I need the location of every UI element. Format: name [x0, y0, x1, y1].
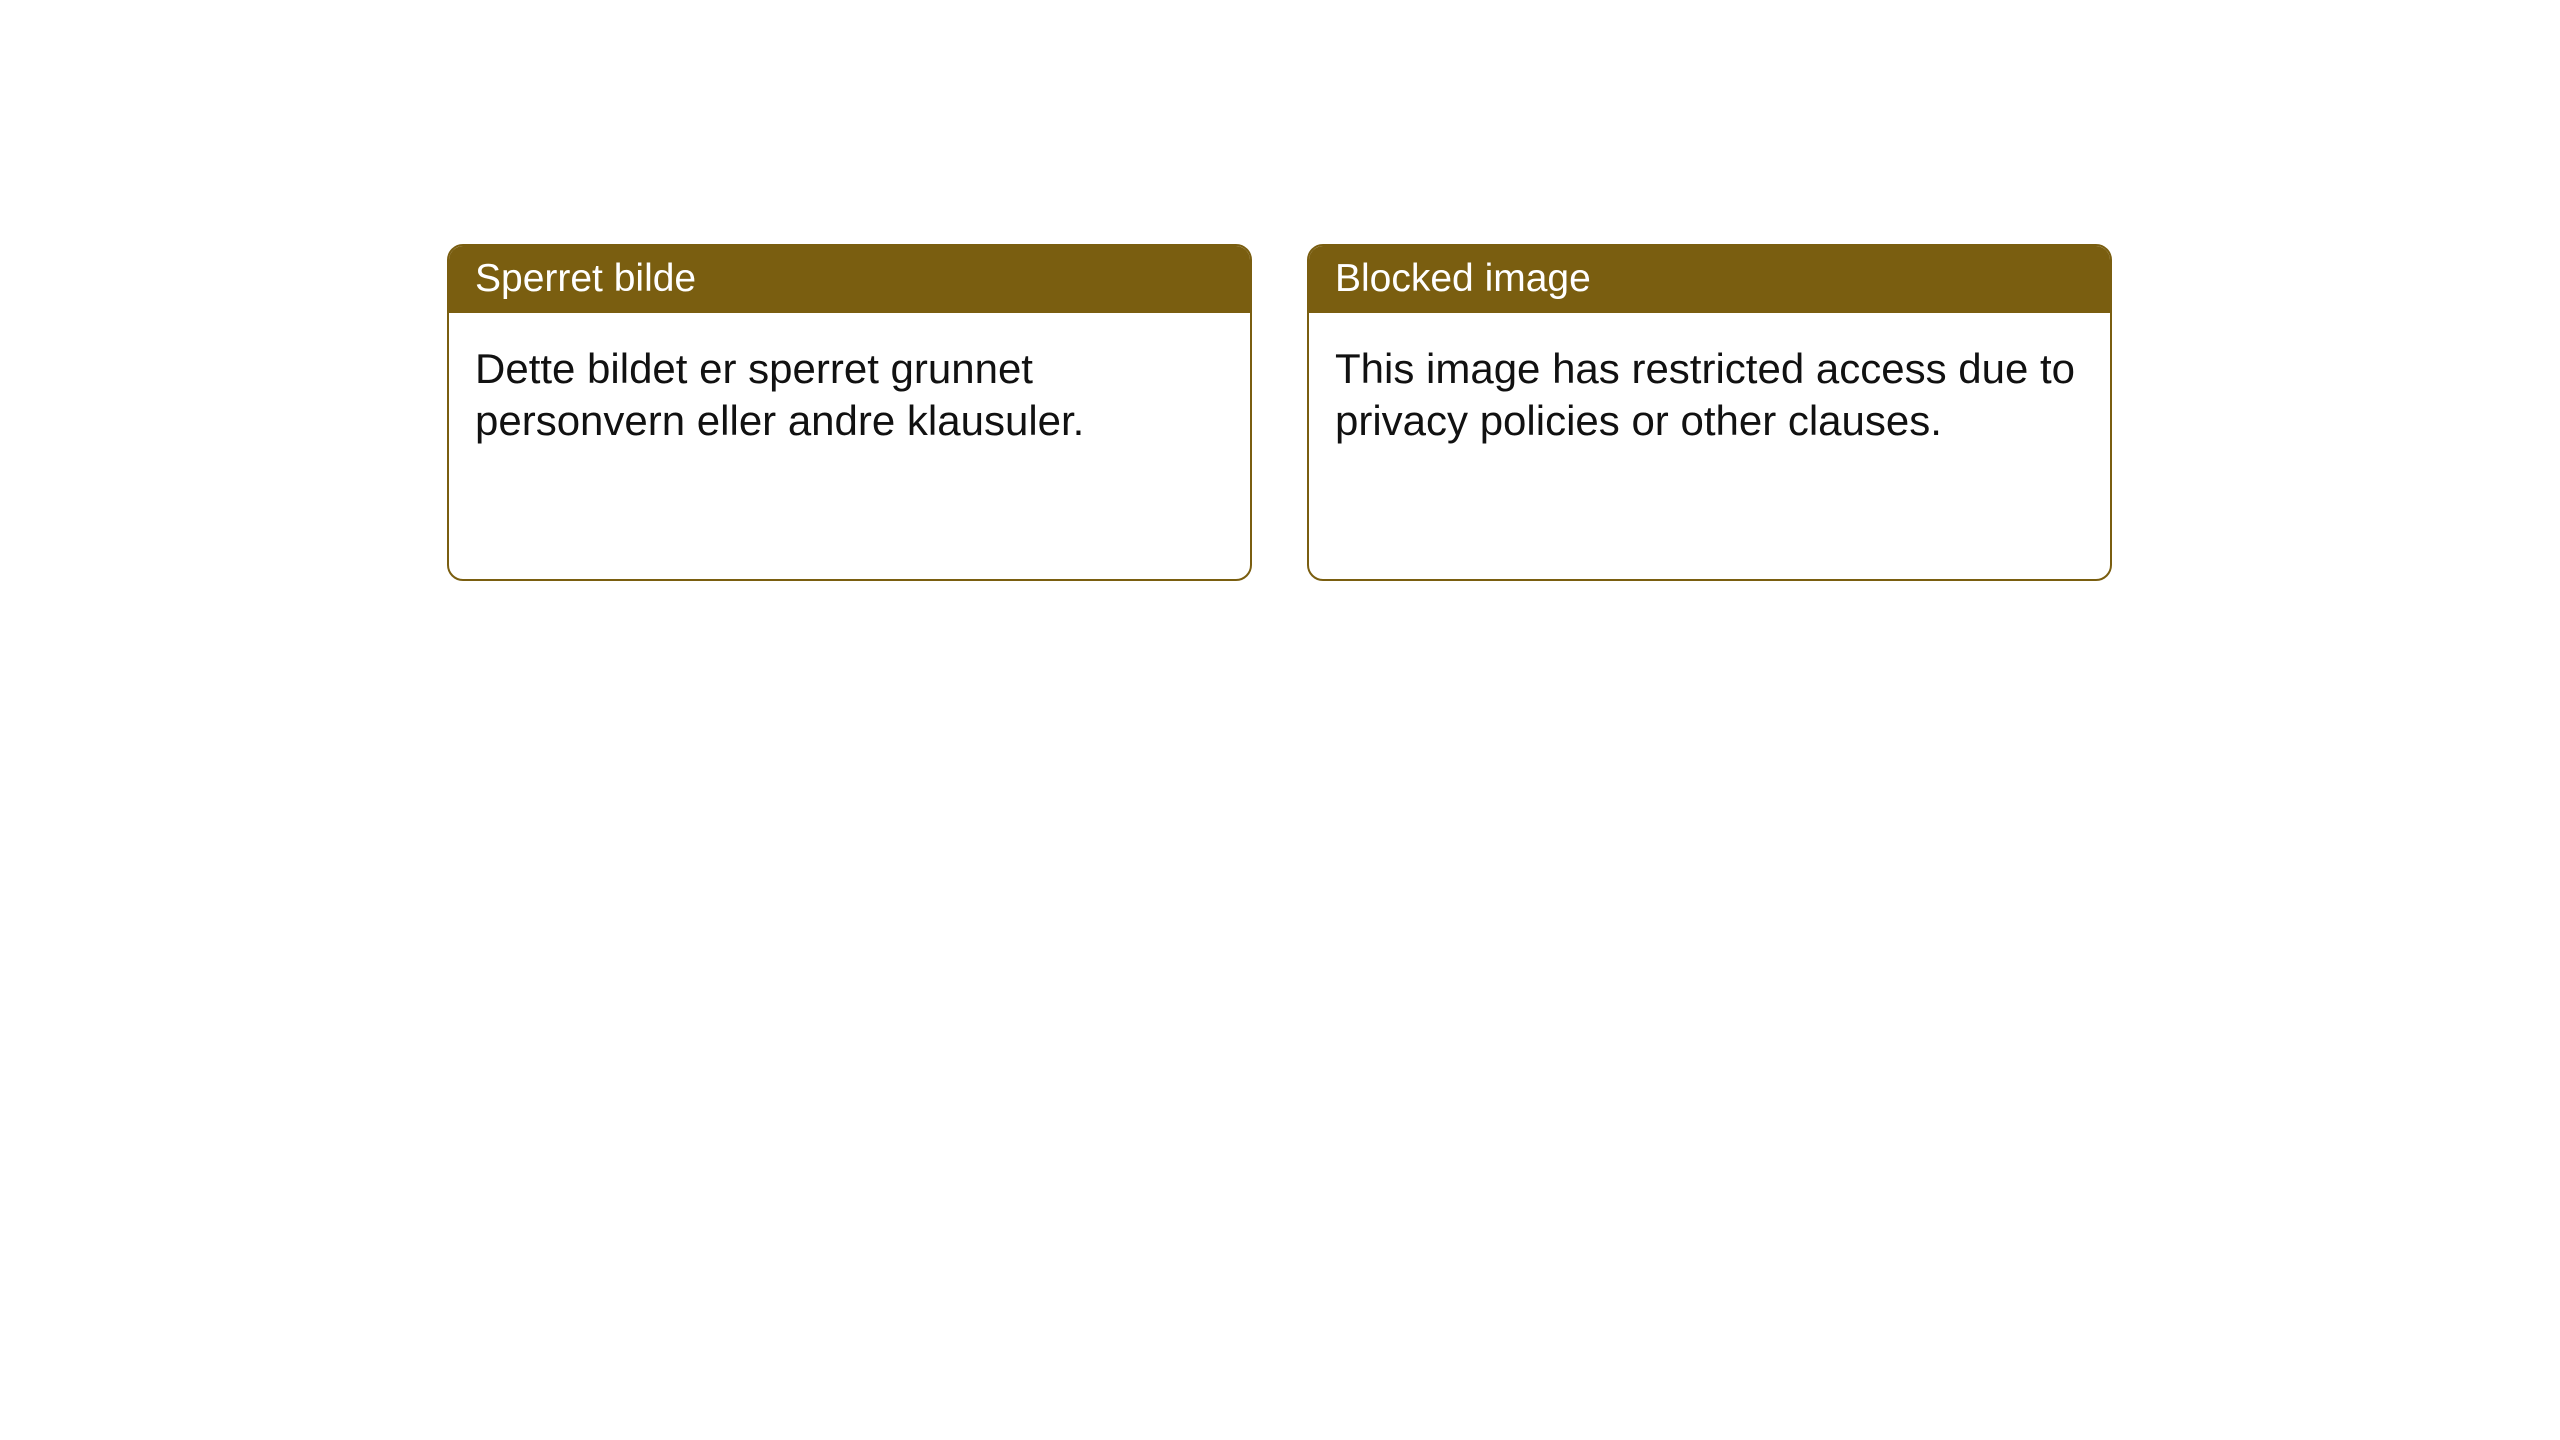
notice-body-en: This image has restricted access due to … [1309, 313, 2110, 478]
notice-container: Sperret bilde Dette bildet er sperret gr… [447, 244, 2112, 581]
notice-title-no: Sperret bilde [449, 246, 1250, 313]
notice-body-no: Dette bildet er sperret grunnet personve… [449, 313, 1250, 478]
notice-card-no: Sperret bilde Dette bildet er sperret gr… [447, 244, 1252, 581]
notice-title-en: Blocked image [1309, 246, 2110, 313]
notice-card-en: Blocked image This image has restricted … [1307, 244, 2112, 581]
